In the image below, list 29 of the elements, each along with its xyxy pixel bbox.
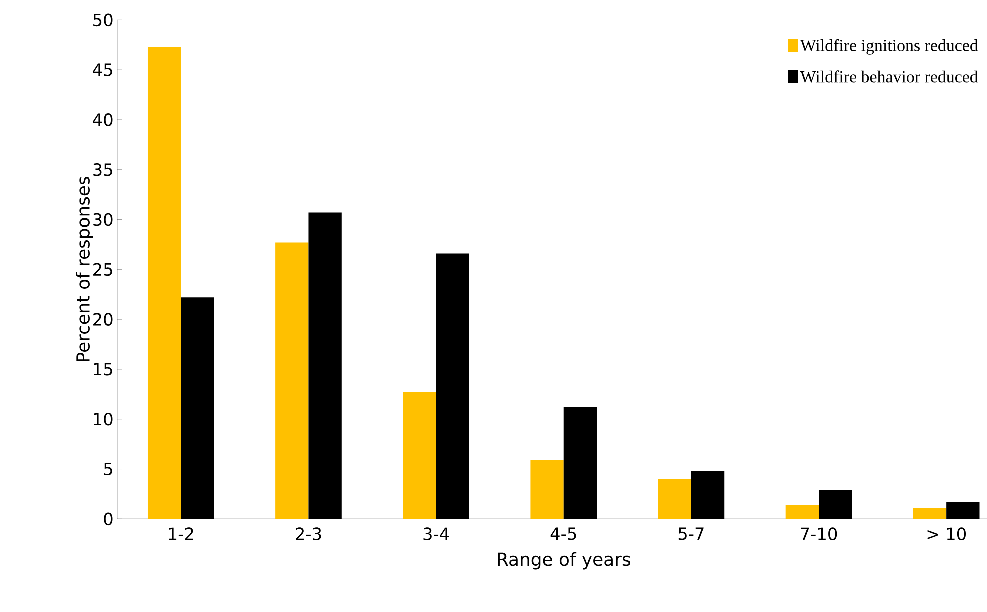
y-tick-label: 40 (93, 114, 113, 126)
y-tick-label: 0 (104, 512, 113, 526)
bar (658, 479, 692, 520)
x-tick-label: > 10 (928, 528, 966, 540)
y-axis-title: Percent of responses (76, 177, 94, 362)
y-tick-label: 25 (94, 263, 112, 276)
y-tick-label: 10 (94, 412, 113, 426)
legend-label: Wildfire ignitions reduced (800, 39, 978, 55)
bar (530, 460, 564, 520)
x-tick-label: 3-4 (424, 528, 450, 540)
bar (148, 47, 182, 520)
y-tick-label: 20 (94, 313, 113, 326)
x-tick-label: 1-2 (169, 528, 194, 540)
x-axis-title: Range of years (498, 552, 630, 570)
y-tick-label: 30 (94, 213, 113, 226)
x-tick-label: 2-3 (296, 528, 322, 540)
bar (786, 505, 820, 520)
y-tick-label: 15 (94, 363, 112, 376)
bar (276, 242, 309, 520)
y-tick-label: 5 (104, 462, 112, 476)
legend-label: Wildfire behavior reduced (800, 70, 978, 83)
y-tick-label: 35 (94, 163, 112, 176)
bar (403, 392, 436, 520)
x-tick-label: 4-5 (550, 528, 576, 540)
y-tick-label: 45 (93, 64, 112, 76)
x-tick-label: 5-7 (678, 528, 704, 540)
bar (913, 508, 947, 520)
x-tick-label: 7-10 (801, 528, 838, 540)
y-tick-label: 50 (94, 14, 113, 27)
